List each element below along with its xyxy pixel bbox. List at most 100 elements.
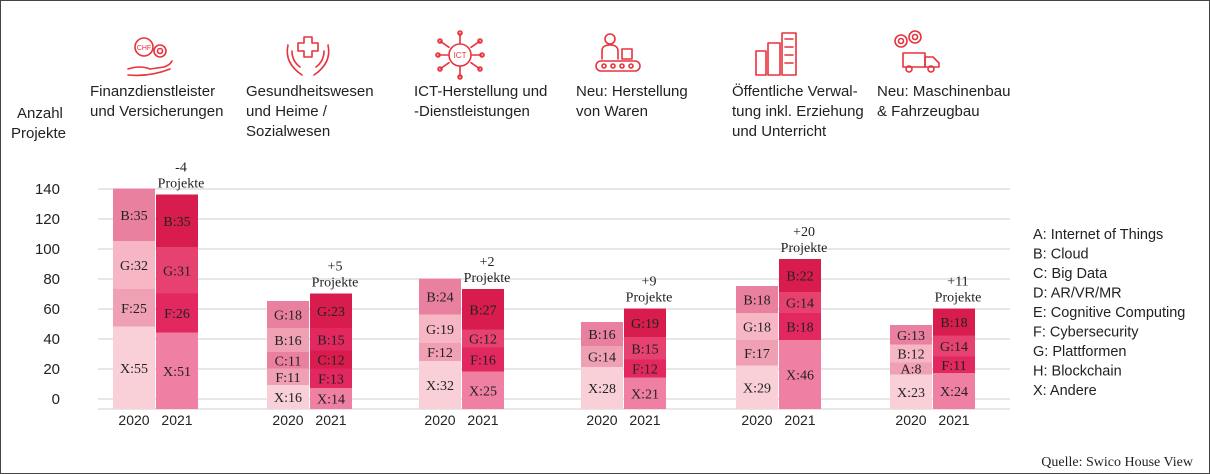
bar-segment bbox=[419, 278, 461, 315]
segment-label: B:15 bbox=[317, 333, 344, 348]
group-title: Neu: Herstellung von Waren bbox=[576, 83, 688, 120]
change-value: -4 bbox=[175, 161, 187, 176]
group-title-line: Sozialwesen bbox=[246, 123, 330, 140]
group-title: Gesundheitswesen und Heime / Sozialwesen bbox=[246, 83, 374, 140]
group-title-line: Neu: Maschinenbau bbox=[877, 83, 1010, 100]
group-title-line: tung inkl. Erziehung bbox=[732, 103, 864, 120]
group-title: Finanzdienstleister und Versicherungen bbox=[90, 83, 223, 120]
change-unit: Projekte bbox=[464, 271, 511, 286]
bar-segment bbox=[581, 367, 623, 409]
segment-label: X:23 bbox=[897, 386, 925, 401]
x-tick-label: 2021 bbox=[161, 412, 192, 428]
segment-label: B:22 bbox=[786, 270, 813, 285]
bar-segment bbox=[779, 292, 821, 313]
segment-label: B:27 bbox=[469, 303, 496, 318]
svg-text:CHF: CHF bbox=[137, 45, 151, 52]
change-unit: Projekte bbox=[312, 276, 359, 291]
segment-label: B:15 bbox=[631, 342, 658, 357]
bar-segment bbox=[156, 332, 198, 409]
bar-segment bbox=[779, 340, 821, 409]
bar-segment bbox=[267, 328, 309, 352]
y-tick-label: 0 bbox=[52, 391, 60, 408]
segment-label: C:11 bbox=[275, 354, 302, 369]
bar-segment bbox=[933, 308, 975, 336]
segment-label: X:14 bbox=[317, 393, 345, 408]
segment-label: G:13 bbox=[897, 329, 925, 344]
bar-2020: X:23 A:8B:12 G:13 2020 bbox=[890, 325, 932, 428]
segment-label: B:35 bbox=[163, 215, 190, 230]
segment-label: G:18 bbox=[274, 309, 302, 324]
change-value: +9 bbox=[642, 275, 657, 290]
ict-chip-icon: ICT bbox=[435, 30, 485, 80]
segment-label: F:25 bbox=[121, 302, 147, 317]
bar-segment bbox=[156, 293, 198, 333]
bar-segment bbox=[267, 368, 309, 385]
segment-label: B:16 bbox=[274, 334, 301, 349]
bar-segment bbox=[581, 322, 623, 346]
bar-segment bbox=[113, 289, 155, 327]
segment-label: B:35 bbox=[120, 209, 147, 224]
segment-label: C:12 bbox=[317, 354, 344, 369]
change-value: +2 bbox=[480, 255, 495, 270]
worker-conveyor-icon bbox=[595, 33, 641, 72]
segment-label: F:16 bbox=[470, 354, 496, 369]
bar-segment bbox=[933, 335, 975, 357]
segment-label: F:13 bbox=[318, 372, 344, 387]
gridlines bbox=[98, 188, 1010, 410]
y-axis-label-line1: Anzahl bbox=[17, 105, 63, 122]
segment-label: A:8 bbox=[901, 363, 922, 378]
bar-segment bbox=[624, 337, 666, 360]
bar-segment bbox=[419, 361, 461, 409]
segment-label: F:11 bbox=[941, 359, 966, 374]
bar-2020: X:16 F:11 C:11 B:16 G:18 2020 bbox=[267, 301, 309, 428]
group-title: Öffentliche Verwal-tung inkl. Erziehung u… bbox=[732, 82, 864, 140]
segment-label: B:16 bbox=[588, 328, 615, 343]
change-unit: Projekte bbox=[781, 241, 828, 256]
segment-label: F:17 bbox=[744, 347, 770, 362]
bar-segment bbox=[156, 247, 198, 294]
bar-segment bbox=[310, 328, 352, 351]
legend-item: H: Blockchain bbox=[1033, 364, 1122, 380]
bar-segment bbox=[736, 286, 778, 313]
legend-item: X: Andere bbox=[1033, 383, 1097, 399]
segment-label: B:18 bbox=[940, 316, 967, 331]
change-unit: Projekte bbox=[158, 177, 205, 192]
bar-segment bbox=[462, 347, 504, 372]
bar-segment bbox=[624, 359, 666, 378]
segment-label: X:24 bbox=[940, 385, 968, 400]
bar-2020: X:32 F:12 G:19 B:24 2020 bbox=[419, 278, 461, 428]
bar-segment bbox=[933, 373, 975, 409]
x-tick-label: 2021 bbox=[315, 412, 346, 428]
segment-label: X:55 bbox=[120, 362, 148, 377]
change-value: +5 bbox=[328, 260, 343, 275]
bar-segment bbox=[267, 385, 309, 409]
segment-label: G:14 bbox=[940, 340, 968, 355]
legend-item: F: Cybersecurity bbox=[1033, 325, 1139, 341]
segment-label: G:19 bbox=[426, 323, 454, 338]
segment-label: G:14 bbox=[588, 351, 616, 366]
segment-label: B:18 bbox=[743, 294, 770, 309]
bar-segment bbox=[267, 301, 309, 328]
change-value: +11 bbox=[947, 275, 968, 290]
segment-label: X:21 bbox=[631, 387, 659, 402]
svg-text:ICT: ICT bbox=[454, 51, 467, 60]
legend: A: Internet of Things B: Cloud C: Big Data… bbox=[1033, 227, 1185, 399]
group-title-line: Gesundheitswesen bbox=[246, 83, 374, 100]
y-tick-label: 60 bbox=[43, 301, 60, 318]
y-tick-label: 20 bbox=[43, 361, 60, 378]
bar-2020: X:28 G:14 B:16 2020 bbox=[581, 322, 623, 428]
health-hands-cross-icon bbox=[286, 36, 330, 76]
group-titles: Finanzdienstleister und Versicherungen Ges… bbox=[90, 82, 1010, 140]
finance-hand-gears-icon: CHF bbox=[127, 37, 173, 77]
industry-icons: CHF ICT bbox=[127, 30, 940, 80]
x-tick-label: 2020 bbox=[118, 412, 149, 428]
bar-segment bbox=[113, 188, 155, 241]
y-tick-label: 140 bbox=[35, 181, 60, 198]
legend-item: E: Cognitive Computing bbox=[1033, 305, 1185, 321]
bar-segment bbox=[462, 371, 504, 409]
x-tick-label: 2020 bbox=[424, 412, 455, 428]
segment-label: X:32 bbox=[426, 379, 454, 394]
bar-segment bbox=[890, 325, 932, 345]
